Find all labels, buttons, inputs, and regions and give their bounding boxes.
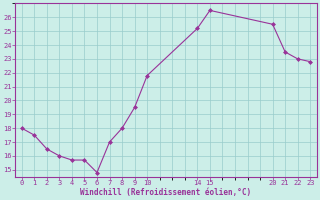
- X-axis label: Windchill (Refroidissement éolien,°C): Windchill (Refroidissement éolien,°C): [80, 188, 252, 197]
